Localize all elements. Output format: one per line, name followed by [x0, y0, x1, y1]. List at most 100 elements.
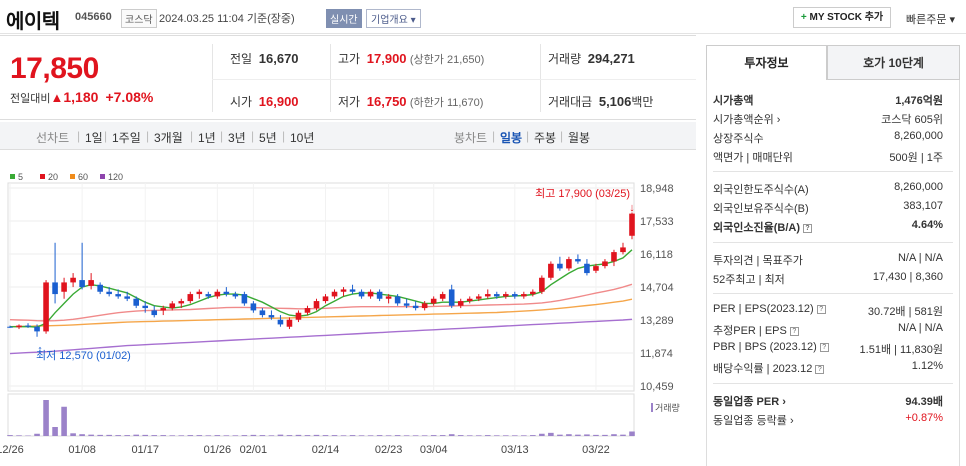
volume-bar	[530, 435, 536, 436]
help-icon[interactable]: ?	[816, 304, 826, 314]
info-row-value: 94.39배	[905, 396, 943, 408]
candle-weekly[interactable]: 주봉	[534, 131, 557, 145]
candle-body	[151, 310, 158, 316]
volume-bar	[277, 434, 284, 436]
info-row[interactable]: 동일업종 등락률 › +0.87%	[713, 410, 943, 428]
candle-body	[584, 263, 590, 274]
candle-body	[133, 298, 139, 306]
volume-bar	[475, 435, 482, 436]
volume-bar	[557, 434, 563, 436]
price-chart[interactable]: 5 20 60 120 18,948 17,533 16,118 14,704 13,289 11…	[0, 150, 696, 466]
candle-body	[539, 277, 545, 292]
ma-legend-label: 60	[78, 172, 88, 182]
period-10y[interactable]: 10년	[290, 131, 315, 145]
candle-body	[79, 280, 85, 288]
volume-bar	[503, 435, 509, 436]
stat-high: 고가 17,900 (상한가 21,650)	[338, 51, 485, 66]
candle-body	[160, 308, 167, 311]
volume-bar	[232, 435, 239, 436]
period-3y[interactable]: 3년	[228, 131, 246, 145]
add-mystock-button[interactable]: + MY STOCK 추가	[793, 7, 891, 28]
info-row: 외국인보유주식수(B) 383,107	[713, 198, 943, 216]
company-overview-dropdown[interactable]: 기업개요 ▾	[366, 9, 421, 28]
chart-period-bar: 선차트 | 1일 | 1주일 | 3개월 | 1년 | 3년 | 5년 | 10…	[0, 122, 696, 150]
candle-body	[187, 294, 194, 302]
info-row-value: +0.87%	[905, 412, 943, 424]
candle-body	[403, 303, 410, 306]
period-3m[interactable]: 3개월	[154, 131, 183, 145]
volume-bar	[7, 435, 13, 436]
help-icon[interactable]: ?	[819, 342, 829, 352]
info-row-value: 4.64%	[911, 219, 943, 231]
period-1d[interactable]: 1일	[85, 131, 103, 145]
candle-body	[493, 294, 500, 297]
x-tick-label: 03/13	[501, 444, 529, 456]
period-1y[interactable]: 1년	[198, 131, 216, 145]
volume-bar	[133, 434, 139, 436]
candle-body	[448, 289, 455, 306]
investment-info-panel: 투자정보 호가 10단계 시가총액 1,476억원 시가총액순위 › 코스닥 605위…	[706, 45, 960, 466]
change-value: 1,180	[63, 89, 99, 105]
tab-investment-info[interactable]: 투자정보	[706, 45, 827, 80]
row-divider	[713, 383, 953, 384]
volume-legend-swatch	[651, 403, 653, 412]
price-summary: 17,850 전일대비▲1,180 +7.08% 전일 16,670 고가 17…	[0, 35, 696, 120]
volume-bar	[575, 434, 581, 436]
volume-bar	[430, 435, 437, 436]
quick-order-dropdown[interactable]: 빠른주문 ▾	[906, 14, 956, 26]
info-row-label: PBR | BPS (2023.12)?	[713, 341, 829, 353]
volume-bar	[566, 434, 572, 436]
volume-bar	[593, 434, 599, 436]
volume-bar	[151, 435, 158, 436]
candle-body	[358, 291, 365, 297]
help-icon[interactable]: ?	[803, 223, 812, 233]
info-row-label: 시가총액순위 ›	[713, 114, 781, 126]
info-rows: 시가총액 1,476억원 시가총액순위 › 코스닥 605위 상장주식수 8,260,00…	[706, 80, 960, 466]
volume-bar	[250, 434, 257, 436]
y-tick-label: 18,948	[640, 183, 674, 195]
volume-bar	[97, 434, 103, 436]
info-row[interactable]: 동일업종 PER › 94.39배	[713, 391, 943, 409]
volume-bar	[115, 435, 121, 436]
row-divider	[713, 293, 953, 294]
candle-body	[503, 294, 509, 297]
info-row: 추정PER | EPS? N/A | N/A	[713, 320, 943, 338]
info-row-value: N/A | N/A	[897, 322, 943, 334]
volume-plot-frame	[7, 393, 635, 437]
candle-body	[566, 259, 572, 269]
candle-body	[421, 303, 428, 309]
volume-bar	[313, 434, 320, 436]
candle-body	[629, 213, 635, 236]
min-arrow-icon: ↑	[37, 344, 43, 356]
volume-bar	[376, 435, 383, 436]
stat-open: 시가 16,900	[230, 94, 299, 109]
realtime-badge[interactable]: 실시간	[326, 9, 362, 28]
volume-bar	[223, 435, 230, 436]
info-row[interactable]: 시가총액순위 › 코스닥 605위	[713, 109, 943, 127]
info-row-label: 외국인보유주식수(B)	[713, 203, 809, 215]
candle-body	[277, 319, 284, 325]
candle-daily[interactable]: 일봉	[500, 131, 523, 145]
candle-body	[349, 289, 356, 292]
volume-legend-label: 거래량	[655, 402, 680, 413]
candle-chart-label: 봉차트	[454, 131, 488, 145]
volume-bar	[457, 435, 464, 436]
tab-orderbook-10[interactable]: 호가 10단계	[827, 45, 960, 80]
add-mystock-label: MY STOCK 추가	[809, 12, 884, 23]
stock-name: 에이텍	[6, 11, 60, 33]
ma-legend-swatch	[100, 174, 105, 179]
help-icon[interactable]: ?	[815, 364, 825, 374]
candle-body	[7, 326, 13, 328]
info-row-label: 외국인한도주식수(A)	[713, 184, 809, 196]
info-row-label: PER | EPS(2023.12)?	[713, 303, 826, 315]
info-row-value: N/A | N/A	[897, 252, 943, 264]
market-badge: 코스닥	[121, 9, 157, 28]
period-5y[interactable]: 5년	[259, 131, 277, 145]
plus-icon: +	[800, 12, 807, 23]
max-arrow-icon: ↓	[629, 202, 635, 214]
period-1w[interactable]: 1주일	[112, 131, 141, 145]
info-row-value: 500원 | 1주	[889, 152, 943, 164]
candle-monthly[interactable]: 월봉	[568, 131, 591, 145]
help-icon[interactable]: ?	[789, 326, 799, 336]
info-row: 외국인소진율(B/A)? 4.64%	[713, 217, 943, 235]
